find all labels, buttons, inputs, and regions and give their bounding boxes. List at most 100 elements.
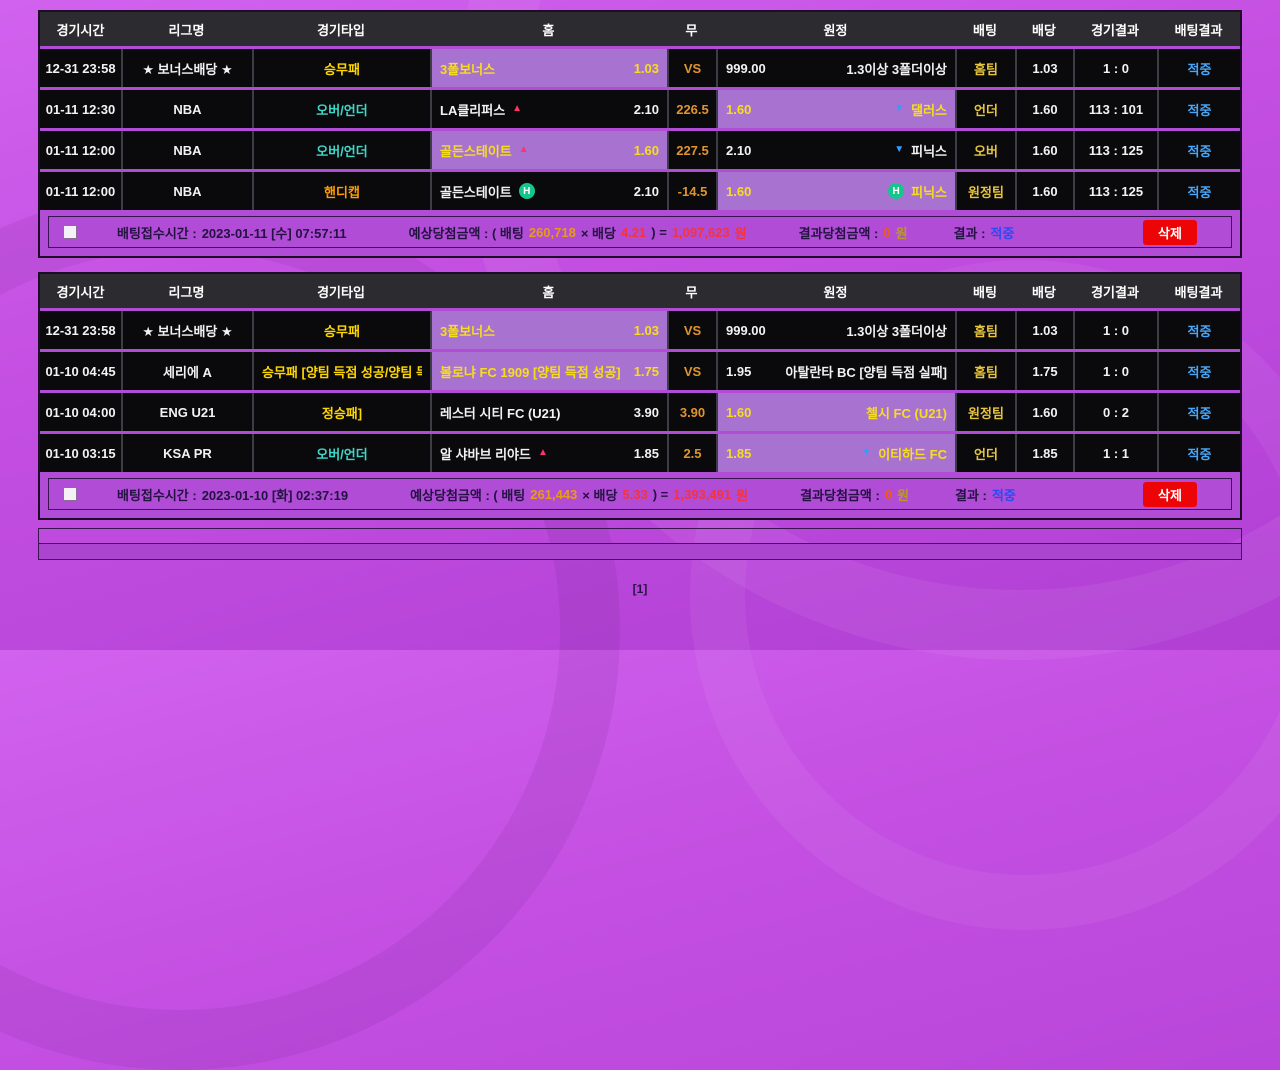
cell-bet-result: 적중 — [1157, 352, 1240, 390]
expected-amount-label: 예상당첨금액 : ( 배팅 — [410, 487, 526, 503]
expected-amount-value: 1,097,623 — [671, 224, 730, 240]
column-header: 배당 — [1015, 12, 1073, 46]
match-row: 12-31 23:58 ★ 보너스배당 ★ 승무패 3폴보너스 1.03 VS 999.00… — [40, 311, 1240, 349]
cell-bet-pick: 홈팀 — [955, 49, 1015, 87]
handicap-icon: H — [888, 183, 905, 199]
cell-score: 1 : 0 — [1073, 49, 1157, 87]
away-team-name: 아탈란타 BC [양팀 득점 실패] — [785, 364, 947, 380]
column-header: 리그명 — [121, 12, 252, 46]
cell-score: 1 : 0 — [1073, 352, 1157, 390]
bet-time-value: 2023-01-11 [수] 07:57:11 — [201, 225, 347, 241]
delete-button[interactable]: 삭제 — [1143, 481, 1197, 507]
game-type-label: 오버/언더 — [316, 446, 368, 462]
away-odds: 1.95 — [726, 363, 752, 379]
column-header: 원정 — [716, 12, 955, 46]
home-team-group: 골든스테이트 ▲ — [440, 141, 529, 160]
home-team-group: 볼로냐 FC 1909 [양팀 득점 성공] — [440, 362, 621, 381]
bet-slip-footer: 배팅접수시간 :2023-01-10 [화] 02:37:19 예상당첨금액 : … — [48, 478, 1232, 510]
cell-game-time: 01-11 12:30 — [40, 90, 121, 128]
bet-slip: 경기시간 리그명 경기타입 홈 무 원정 배팅 배당 경기결과 배팅결과 12-31 23:58 ★ … — [38, 272, 1242, 520]
game-type-label: 오버/언더 — [316, 143, 368, 159]
game-type-label: 승무패 [양팀 득점 성공/양팀 득 — [262, 364, 422, 380]
column-header: 경기결과 — [1073, 274, 1157, 308]
page-number[interactable]: [1] — [632, 582, 648, 596]
cell-draw: 226.5 — [667, 90, 716, 128]
cell-away: 999.00 1.3이상 3폴더이상 — [716, 49, 955, 87]
expected-amount-value: 1,393,491 — [673, 486, 732, 502]
cell-away: 2.10 ▼ 피닉스 — [716, 131, 955, 169]
down-arrow-icon: ▼ — [861, 447, 872, 458]
cell-score: 1 : 1 — [1073, 434, 1157, 472]
away-team-group: 아탈란타 BC [양팀 득점 실패] — [786, 362, 947, 381]
cell-home: 알 샤바브 리야드 ▲ 1.85 — [430, 434, 667, 472]
odds-mult-label: × 배당 — [580, 225, 616, 241]
column-header: 배팅 — [955, 274, 1015, 308]
result-amount-value: 0 — [884, 486, 893, 502]
cell-away: 1.60 H 피닉스 — [716, 172, 955, 210]
cell-bet-pick: 원정팀 — [955, 172, 1015, 210]
cell-bet-result: 적중 — [1157, 90, 1240, 128]
up-arrow-icon: ▲ — [518, 144, 529, 155]
away-team-name: 댈러스 — [911, 102, 947, 118]
cell-away: 1.95 아탈란타 BC [양팀 득점 실패] — [716, 352, 955, 390]
select-checkbox[interactable] — [63, 487, 77, 501]
cell-bet-pick: 언더 — [955, 434, 1015, 472]
odds-mult-value: 5.33 — [622, 486, 648, 502]
cell-home: 레스터 시티 FC (U21) 3.90 — [430, 393, 667, 431]
bet-time-value: 2023-01-10 [화] 02:37:19 — [201, 487, 349, 503]
cell-home: 3폴보너스 1.03 — [430, 311, 667, 349]
cell-score: 1 : 0 — [1073, 311, 1157, 349]
cell-away: 1.60 ▼ 댈러스 — [716, 90, 955, 128]
home-team-name: 골든스테이트 — [440, 143, 512, 159]
result-amount-label: 결과당첨금액 : — [798, 225, 879, 241]
home-team-group: 3폴보너스 — [440, 59, 495, 78]
home-odds: 1.85 — [633, 445, 659, 461]
won-label: 원 — [895, 225, 908, 241]
cell-bet-pick: 원정팀 — [955, 393, 1015, 431]
cell-league: 세리에 A — [121, 352, 252, 390]
away-odds: 1.60 — [726, 183, 752, 199]
column-header: 홈 — [430, 12, 667, 46]
bet-amount-value: 260,718 — [528, 224, 576, 240]
result-status: 적중 — [991, 487, 1016, 503]
bet-slip-footer: 배팅접수시간 :2023-01-11 [수] 07:57:11 예상당첨금액 : … — [48, 216, 1232, 248]
game-type-label: 핸디캡 — [324, 184, 360, 200]
column-header: 경기시간 — [40, 12, 121, 46]
cell-bet-result: 적중 — [1157, 311, 1240, 349]
column-header: 경기타입 — [252, 12, 430, 46]
home-team-name: LA클리퍼스 — [440, 102, 506, 118]
cell-odds: 1.60 — [1015, 172, 1073, 210]
cell-bet-pick: 언더 — [955, 90, 1015, 128]
expected-amount-label: 예상당첨금액 : ( 배팅 — [408, 225, 524, 241]
column-header: 홈 — [430, 274, 667, 308]
delete-button[interactable]: 삭제 — [1143, 219, 1197, 245]
column-header: 배팅결과 — [1157, 274, 1240, 308]
cell-draw: 2.5 — [667, 434, 716, 472]
match-row: 01-11 12:30 NBA 오버/언더 LA클리퍼스 ▲ 2.10 226.5 1.60 ▼… — [40, 90, 1240, 128]
away-team-group: ▼ 댈러스 — [894, 100, 947, 119]
match-row: 12-31 23:58 ★ 보너스배당 ★ 승무패 3폴보너스 1.03 VS 999.00… — [40, 49, 1240, 87]
equals-label: ) = — [651, 224, 667, 240]
home-odds: 1.60 — [633, 142, 659, 158]
home-team-group: 알 샤바브 리야드 ▲ — [440, 444, 548, 463]
away-team-name: 첼시 FC (U21) — [866, 405, 947, 421]
cell-bet-pick: 홈팀 — [955, 311, 1015, 349]
cell-away: 999.00 1.3이상 3폴더이상 — [716, 311, 955, 349]
away-team-name: 피닉스 — [911, 184, 947, 200]
bet-slips-list: 경기시간 리그명 경기타입 홈 무 원정 배팅 배당 경기결과 배팅결과 12-31 23:58 ★ … — [0, 10, 1280, 520]
up-arrow-icon: ▲ — [537, 447, 548, 458]
home-odds: 2.10 — [633, 183, 659, 199]
away-odds: 1.60 — [726, 404, 752, 420]
game-type-label: 오버/언더 — [316, 102, 368, 118]
home-odds: 1.03 — [633, 60, 659, 76]
cell-away: 1.60 첼시 FC (U21) — [716, 393, 955, 431]
header-row: 경기시간 리그명 경기타입 홈 무 원정 배팅 배당 경기결과 배팅결과 — [40, 274, 1240, 308]
cell-game-time: 01-10 04:45 — [40, 352, 121, 390]
column-header: 경기시간 — [40, 274, 121, 308]
result-amount-label: 결과당첨금액 : — [800, 487, 880, 503]
away-team-name: 1.3이상 3폴더이상 — [846, 323, 947, 339]
cell-game-type: 승무패 [양팀 득점 성공/양팀 득 — [252, 352, 430, 390]
select-checkbox[interactable] — [63, 225, 77, 239]
cell-score: 113 : 101 — [1073, 90, 1157, 128]
home-odds: 1.03 — [633, 322, 659, 338]
